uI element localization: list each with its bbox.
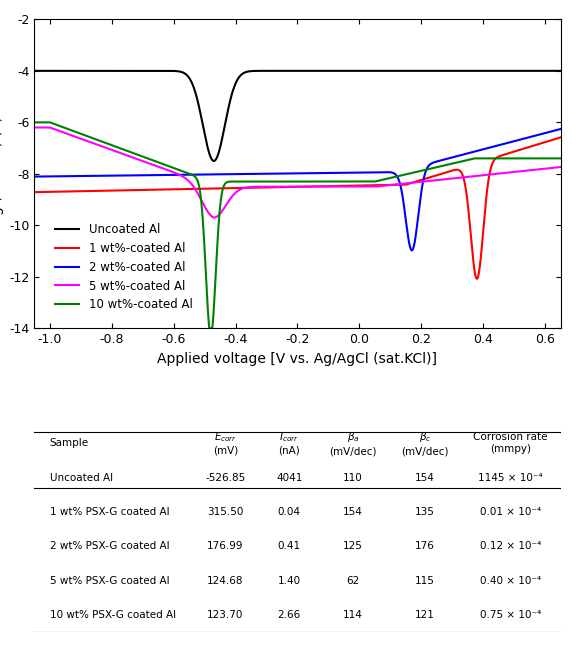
X-axis label: Applied voltage [V vs. Ag/AgCl (sat.KCl)]: Applied voltage [V vs. Ag/AgCl (sat.KCl)… <box>157 352 438 366</box>
Legend: Uncoated Al, 1 wt%-coated Al, 2 wt%-coated Al, 5 wt%-coated Al, 10 wt%-coated Al: Uncoated Al, 1 wt%-coated Al, 2 wt%-coat… <box>51 218 197 316</box>
Y-axis label: Log (current) (A): Log (current) (A) <box>0 116 3 232</box>
